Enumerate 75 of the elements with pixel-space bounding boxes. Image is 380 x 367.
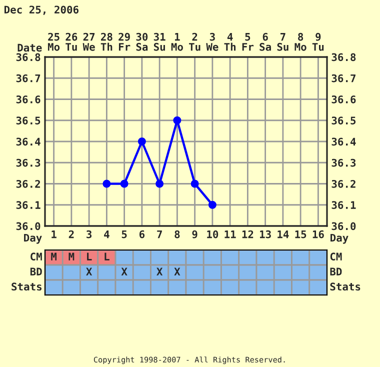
point [173, 116, 182, 124]
category-label: BD [30, 268, 42, 276]
text: X [86, 268, 92, 276]
x2-tick-label: 25 Mo [48, 32, 60, 51]
x2-tick-label: 4 Th [224, 32, 236, 51]
x-axis-title: Day [24, 234, 42, 244]
text: X [156, 268, 163, 276]
x-tick-label: 12 [242, 230, 254, 238]
y2-tick-label: 36.3 [332, 158, 356, 167]
x2-tick-label: 6 Sa [260, 32, 271, 51]
x2-tick-label: 27 We [82, 32, 95, 51]
y-tick-label: 36.6 [16, 95, 40, 104]
x2-tick-label: 1 Mo [171, 32, 183, 51]
x-tick-label: 8 [174, 230, 180, 238]
x2-tick-label: 3 We [206, 32, 218, 51]
x-tick-label: 5 [122, 230, 127, 238]
point [156, 180, 164, 188]
text: X [121, 268, 128, 276]
x-tick-label: 11 [224, 230, 236, 238]
category-label: CM [330, 252, 342, 261]
x-tick-label: 2 [68, 230, 74, 238]
x2-tick-label: 2 Tu [189, 32, 200, 51]
y2-tick-label: 36.8 [332, 53, 356, 62]
x2-axis-title: Date [18, 44, 42, 52]
x-tick-label: 15 [295, 230, 306, 238]
x-tick-label: 14 [278, 230, 289, 238]
text: Day [330, 234, 348, 244]
y-tick-label: 36.3 [16, 158, 40, 167]
y-tick-label: 36.8 [16, 53, 40, 62]
x2-tick-label: 29 Fr [118, 32, 130, 51]
point [138, 138, 146, 146]
text: M [68, 252, 74, 260]
x-tick-label: 1 [52, 230, 56, 238]
x-tick-label: 4 [104, 230, 110, 238]
y-tick-label: 36.5 [16, 116, 40, 124]
y2-tick-label: 36.1 [332, 201, 356, 209]
x-tick-label: 7 [157, 230, 162, 238]
y2-tick-label: 36.5 [332, 116, 356, 124]
x2-tick-label: 28 Th [100, 32, 112, 51]
y2-tick-label: 36.6 [332, 95, 356, 104]
x2-tick-label: 5 Fr [242, 32, 254, 51]
x-tick-label: 3 [86, 230, 92, 238]
category-label: CM [30, 252, 42, 261]
x2-tick-label: 7 Su [277, 32, 288, 51]
chart-title: Dec 25, 2006 [4, 6, 78, 15]
y-tick-label: 36.7 [16, 74, 40, 82]
y2-tick-label: 36.7 [332, 74, 356, 82]
category-label: BD [330, 268, 342, 276]
y-tick-label: 36.1 [16, 201, 40, 209]
x-tick-label: 16 [312, 230, 324, 238]
x-tick-label: 9 [192, 230, 198, 238]
y-tick-label: 36.0 [16, 222, 40, 230]
x2-tick-label: 30 Sa [136, 32, 148, 51]
x2-tick-label: 9 Tu [312, 32, 324, 51]
point [120, 180, 128, 188]
y-tick-label: 36.2 [16, 180, 40, 188]
text: L [104, 252, 110, 260]
point [102, 180, 111, 188]
text: X [174, 268, 180, 276]
y-tick-label: 36.4 [16, 138, 40, 146]
x-tick-label: 6 [139, 230, 145, 238]
text: M [51, 252, 57, 260]
point [208, 200, 216, 209]
point [190, 180, 199, 188]
y2-tick-label: 36.4 [332, 138, 356, 146]
x-tick-label: 13 [260, 230, 271, 238]
y2-tick-label: 36.0 [332, 222, 356, 230]
category-label: Stats [330, 282, 360, 291]
text: L [87, 252, 92, 260]
y2-tick-label: 36.2 [332, 180, 356, 188]
x2-tick-label: 8 Mo [294, 32, 306, 51]
x2-tick-label: 26 Tu [66, 32, 78, 51]
x2-tick-label: 31 Su [154, 32, 166, 51]
x-tick-label: 10 [207, 230, 218, 238]
category-label: Stats [12, 282, 42, 291]
